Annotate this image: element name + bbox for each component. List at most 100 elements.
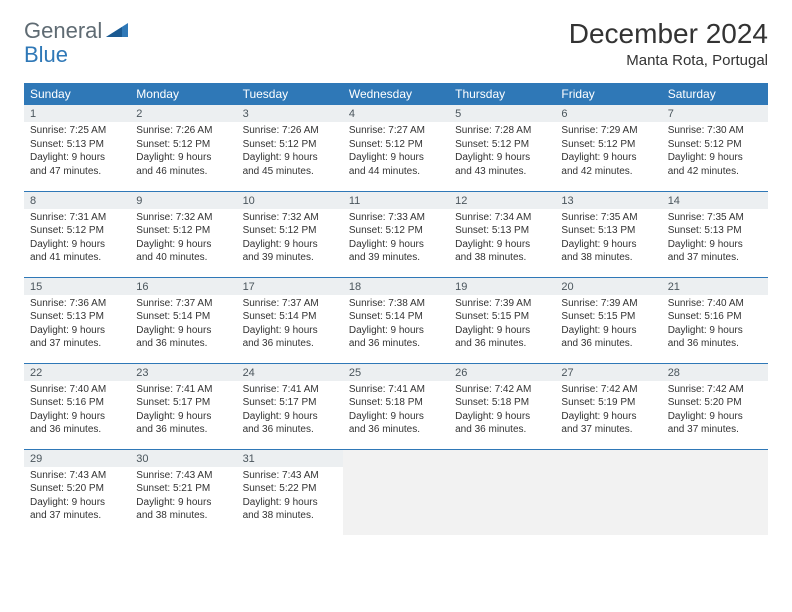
daylight-text: Daylight: 9 hours and 44 minutes. bbox=[349, 151, 443, 178]
sunrise-text: Sunrise: 7:29 AM bbox=[561, 124, 655, 138]
brand-logo: General bbox=[24, 18, 130, 44]
day-body: Sunrise: 7:34 AMSunset: 5:13 PMDaylight:… bbox=[449, 209, 555, 269]
daylight-text: Daylight: 9 hours and 36 minutes. bbox=[243, 324, 337, 351]
sunrise-text: Sunrise: 7:28 AM bbox=[455, 124, 549, 138]
calendar-day-cell: 23Sunrise: 7:41 AMSunset: 5:17 PMDayligh… bbox=[130, 363, 236, 449]
day-number: 23 bbox=[130, 364, 236, 381]
sunrise-text: Sunrise: 7:39 AM bbox=[455, 297, 549, 311]
sunset-text: Sunset: 5:13 PM bbox=[668, 224, 762, 238]
day-number: 12 bbox=[449, 192, 555, 209]
daylight-text: Daylight: 9 hours and 39 minutes. bbox=[349, 238, 443, 265]
day-number: 8 bbox=[24, 192, 130, 209]
sunrise-text: Sunrise: 7:41 AM bbox=[243, 383, 337, 397]
day-body: Sunrise: 7:28 AMSunset: 5:12 PMDaylight:… bbox=[449, 122, 555, 182]
day-body: Sunrise: 7:25 AMSunset: 5:13 PMDaylight:… bbox=[24, 122, 130, 182]
daylight-text: Daylight: 9 hours and 43 minutes. bbox=[455, 151, 549, 178]
calendar-empty-cell bbox=[662, 449, 768, 535]
sunset-text: Sunset: 5:16 PM bbox=[668, 310, 762, 324]
calendar-day-cell: 14 Sunrise: 7:35 AMSunset: 5:13 PMDayligh… bbox=[662, 191, 768, 277]
day-body: Sunrise: 7:41 AMSunset: 5:18 PMDaylight:… bbox=[343, 381, 449, 441]
sunset-text: Sunset: 5:12 PM bbox=[668, 138, 762, 152]
day-body: Sunrise: 7:43 AMSunset: 5:21 PMDaylight:… bbox=[130, 467, 236, 527]
day-number: 21 bbox=[662, 278, 768, 295]
sunrise-text: Sunrise: 7:42 AM bbox=[668, 383, 762, 397]
calendar-day-cell: 1Sunrise: 7:25 AMSunset: 5:13 PMDaylight… bbox=[24, 105, 130, 191]
sunset-text: Sunset: 5:13 PM bbox=[30, 310, 124, 324]
day-body: Sunrise: 7:29 AMSunset: 5:12 PMDaylight:… bbox=[555, 122, 661, 182]
day-number: 28 bbox=[662, 364, 768, 381]
day-body: Sunrise: 7:26 AMSunset: 5:12 PMDaylight:… bbox=[237, 122, 343, 182]
weekday-header: Saturday bbox=[662, 83, 768, 105]
day-number: 11 bbox=[343, 192, 449, 209]
day-number: 14 bbox=[662, 192, 768, 209]
daylight-text: Daylight: 9 hours and 36 minutes. bbox=[30, 410, 124, 437]
weekday-header: Tuesday bbox=[237, 83, 343, 105]
day-number: 18 bbox=[343, 278, 449, 295]
daylight-text: Daylight: 9 hours and 36 minutes. bbox=[243, 410, 337, 437]
calendar-body: 1Sunrise: 7:25 AMSunset: 5:13 PMDaylight… bbox=[24, 105, 768, 535]
weekday-header: Wednesday bbox=[343, 83, 449, 105]
calendar-empty-cell bbox=[555, 449, 661, 535]
calendar-day-cell: 7Sunrise: 7:30 AMSunset: 5:12 PMDaylight… bbox=[662, 105, 768, 191]
calendar-day-cell: 11Sunrise: 7:33 AMSunset: 5:12 PMDayligh… bbox=[343, 191, 449, 277]
day-number: 1 bbox=[24, 105, 130, 122]
page-header: General December 2024 Manta Rota, Portug… bbox=[24, 18, 768, 69]
daylight-text: Daylight: 9 hours and 46 minutes. bbox=[136, 151, 230, 178]
sunset-text: Sunset: 5:13 PM bbox=[30, 138, 124, 152]
sunset-text: Sunset: 5:12 PM bbox=[136, 224, 230, 238]
day-body: Sunrise: 7:40 AMSunset: 5:16 PMDaylight:… bbox=[662, 295, 768, 355]
sunrise-text: Sunrise: 7:35 AM bbox=[668, 211, 762, 225]
sunrise-text: Sunrise: 7:26 AM bbox=[136, 124, 230, 138]
weekday-header: Monday bbox=[130, 83, 236, 105]
calendar-week-row: 15Sunrise: 7:36 AMSunset: 5:13 PMDayligh… bbox=[24, 277, 768, 363]
sunset-text: Sunset: 5:16 PM bbox=[30, 396, 124, 410]
brand-triangle-icon bbox=[106, 21, 128, 42]
daylight-text: Daylight: 9 hours and 38 minutes. bbox=[136, 496, 230, 523]
daylight-text: Daylight: 9 hours and 41 minutes. bbox=[30, 238, 124, 265]
day-body: Sunrise: 7:39 AMSunset: 5:15 PMDaylight:… bbox=[555, 295, 661, 355]
sunset-text: Sunset: 5:12 PM bbox=[349, 224, 443, 238]
day-body: Sunrise: 7:42 AMSunset: 5:18 PMDaylight:… bbox=[449, 381, 555, 441]
calendar-empty-cell bbox=[343, 449, 449, 535]
sunrise-text: Sunrise: 7:36 AM bbox=[30, 297, 124, 311]
calendar-week-row: 1Sunrise: 7:25 AMSunset: 5:13 PMDaylight… bbox=[24, 105, 768, 191]
sunrise-text: Sunrise: 7:40 AM bbox=[30, 383, 124, 397]
calendar-day-cell: 16Sunrise: 7:37 AMSunset: 5:14 PMDayligh… bbox=[130, 277, 236, 363]
sunset-text: Sunset: 5:12 PM bbox=[561, 138, 655, 152]
daylight-text: Daylight: 9 hours and 36 minutes. bbox=[455, 410, 549, 437]
day-number: 19 bbox=[449, 278, 555, 295]
calendar-day-cell: 22Sunrise: 7:40 AMSunset: 5:16 PMDayligh… bbox=[24, 363, 130, 449]
calendar-day-cell: 19Sunrise: 7:39 AMSunset: 5:15 PMDayligh… bbox=[449, 277, 555, 363]
day-body: Sunrise: 7:43 AMSunset: 5:22 PMDaylight:… bbox=[237, 467, 343, 527]
day-body: Sunrise: 7:32 AMSunset: 5:12 PMDaylight:… bbox=[130, 209, 236, 269]
daylight-text: Daylight: 9 hours and 47 minutes. bbox=[30, 151, 124, 178]
daylight-text: Daylight: 9 hours and 37 minutes. bbox=[668, 238, 762, 265]
daylight-text: Daylight: 9 hours and 37 minutes. bbox=[30, 324, 124, 351]
brand-word-2-wrap: Blue bbox=[24, 42, 68, 68]
sunset-text: Sunset: 5:21 PM bbox=[136, 482, 230, 496]
day-number: 10 bbox=[237, 192, 343, 209]
day-body: Sunrise: 7:42 AMSunset: 5:20 PMDaylight:… bbox=[662, 381, 768, 441]
brand-word-2: Blue bbox=[24, 42, 68, 67]
sunrise-text: Sunrise: 7:41 AM bbox=[349, 383, 443, 397]
calendar-day-cell: 6Sunrise: 7:29 AMSunset: 5:12 PMDaylight… bbox=[555, 105, 661, 191]
sunrise-text: Sunrise: 7:42 AM bbox=[455, 383, 549, 397]
calendar-week-row: 29Sunrise: 7:43 AMSunset: 5:20 PMDayligh… bbox=[24, 449, 768, 535]
daylight-text: Daylight: 9 hours and 42 minutes. bbox=[561, 151, 655, 178]
day-number: 6 bbox=[555, 105, 661, 122]
daylight-text: Daylight: 9 hours and 36 minutes. bbox=[136, 324, 230, 351]
calendar-day-cell: 31Sunrise: 7:43 AMSunset: 5:22 PMDayligh… bbox=[237, 449, 343, 535]
sunset-text: Sunset: 5:17 PM bbox=[243, 396, 337, 410]
sunset-text: Sunset: 5:12 PM bbox=[30, 224, 124, 238]
day-number: 13 bbox=[555, 192, 661, 209]
day-number: 16 bbox=[130, 278, 236, 295]
day-body: Sunrise: 7:30 AMSunset: 5:12 PMDaylight:… bbox=[662, 122, 768, 182]
daylight-text: Daylight: 9 hours and 36 minutes. bbox=[668, 324, 762, 351]
sunrise-text: Sunrise: 7:30 AM bbox=[668, 124, 762, 138]
day-body: Sunrise: 7:33 AMSunset: 5:12 PMDaylight:… bbox=[343, 209, 449, 269]
daylight-text: Daylight: 9 hours and 45 minutes. bbox=[243, 151, 337, 178]
daylight-text: Daylight: 9 hours and 36 minutes. bbox=[349, 410, 443, 437]
daylight-text: Daylight: 9 hours and 38 minutes. bbox=[455, 238, 549, 265]
day-number: 17 bbox=[237, 278, 343, 295]
calendar-day-cell: 28Sunrise: 7:42 AMSunset: 5:20 PMDayligh… bbox=[662, 363, 768, 449]
